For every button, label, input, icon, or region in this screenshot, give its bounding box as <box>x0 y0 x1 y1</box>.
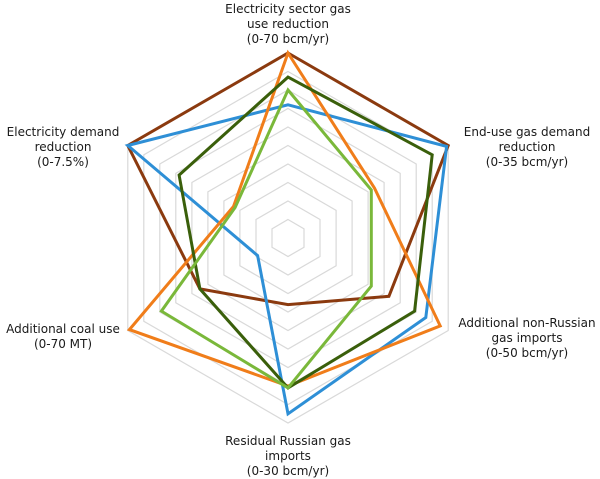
axis-label-end-use-gas-demand: End-use gas demand reduction (0-35 bcm/y… <box>463 125 591 169</box>
axis-label-residual-russian-gas: Residual Russian gas imports (0-30 bcm/y… <box>225 434 351 478</box>
axis-label-electricity-sector-gas: Electricity sector gas use reduction (0-… <box>225 2 351 46</box>
series-blue <box>124 103 449 417</box>
grid-ring <box>191 126 385 350</box>
grid-ring <box>159 89 417 387</box>
grid-ring <box>175 107 401 369</box>
grid-ring <box>223 163 353 313</box>
series-light-green <box>159 87 373 390</box>
axis-label-electricity-demand: Electricity demand reduction (0-7.5%) <box>6 125 120 169</box>
grid-ring <box>207 144 369 332</box>
grid-ring <box>271 218 305 258</box>
grid-ring <box>255 200 321 276</box>
grid-ring <box>239 181 337 295</box>
grid-ring <box>143 70 433 406</box>
axis-label-non-russian-imports: Additional non-Russian gas imports (0-50… <box>458 316 596 360</box>
axis-label-additional-coal: Additional coal use (0-70 MT) <box>6 322 120 351</box>
